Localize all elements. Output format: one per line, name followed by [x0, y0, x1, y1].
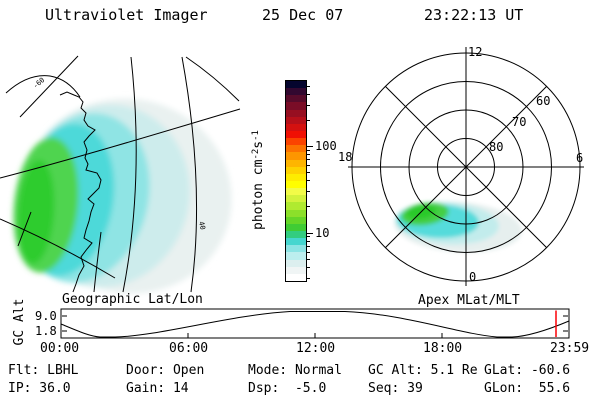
status-gc-alt: GC Alt: 5.1 Re [368, 363, 478, 378]
header-date: 25 Dec 07 [262, 6, 344, 24]
geo-grid-lon-label: 40 [197, 220, 207, 231]
status-gain: Gain: 14 [126, 381, 189, 396]
unit-mid: s [251, 140, 267, 149]
timeline-xtick-0000: 00:00 [40, 341, 80, 356]
status-glon: GLon: 55.6 [484, 381, 571, 396]
polar-aurora-emission [394, 201, 522, 253]
coastline [59, 91, 102, 293]
status-dsp: Dsp: -5.0 [248, 381, 327, 396]
meridian-diagonal [19, 55, 79, 118]
timeline-xtick-2359: 23:59 [550, 341, 590, 356]
meridian-mid [93, 231, 102, 293]
meridian-right-1 [122, 56, 137, 293]
timeline-xtick-1200: 12:00 [296, 341, 336, 356]
mlat-label-80: 80 [489, 140, 504, 154]
parallel-arc-top [5, 75, 81, 98]
unit-exp-2: -2 [251, 148, 262, 160]
unit-exp-1: -1 [251, 130, 262, 141]
mlt-axis-diag-2 [385, 86, 547, 248]
colorbar-unit-label: photon cm-2s-1 [251, 130, 267, 230]
status-ip: IP: 36.0 [8, 381, 71, 396]
meridian-right-2 [181, 56, 198, 293]
mlat-label-70: 70 [512, 115, 527, 129]
mlat-label-60: 60 [536, 94, 551, 108]
page-title: Ultraviolet Imager [45, 6, 208, 24]
gc-alt-curve [60, 311, 570, 338]
timeline-ylabel: GC Alt [12, 298, 28, 346]
status-door: Door: Open [126, 363, 205, 378]
polar-grid [348, 47, 584, 286]
timeline-frame [60, 308, 570, 339]
mlt-label-6: 6 [576, 151, 584, 165]
colorbar-gradient [286, 81, 306, 281]
geo-map-grid [0, 55, 241, 293]
timeline-ytick-low: 1.8 [35, 324, 57, 338]
mlt-label-0: 0 [469, 270, 477, 284]
colorbar-tick-label-10: 10 [315, 226, 330, 240]
timeline-xtick-1800: 18:00 [423, 341, 463, 356]
polar-caption: Apex MLat/MLT [418, 293, 520, 308]
status-mode: Mode: Normal [248, 363, 342, 378]
geo-map-caption: Geographic Lat/Lon [62, 292, 203, 307]
meridian-short-left [17, 211, 32, 247]
status-glat: GLat: -60.6 [484, 363, 571, 378]
status-flt: Flt: LBHL [8, 363, 79, 378]
colorbar [285, 80, 307, 282]
parallel-long [0, 108, 241, 179]
colorbar-tick-label-100: 100 [315, 139, 337, 153]
status-seq: Seq: 39 [368, 381, 423, 396]
parallel-bottom [0, 218, 116, 279]
mlt-label-12: 12 [468, 45, 483, 59]
unit-prefix: photon cm [251, 159, 267, 230]
timeline-plot [60, 308, 570, 339]
timeline-ytick-high: 9.0 [35, 309, 57, 323]
timeline-xtick-0600: 06:00 [169, 341, 209, 356]
parallel-topright [185, 56, 240, 102]
mlt-label-18: 18 [338, 150, 353, 164]
geo-aurora-emission [13, 98, 232, 294]
header-time: 23:22:13 UT [424, 6, 524, 24]
